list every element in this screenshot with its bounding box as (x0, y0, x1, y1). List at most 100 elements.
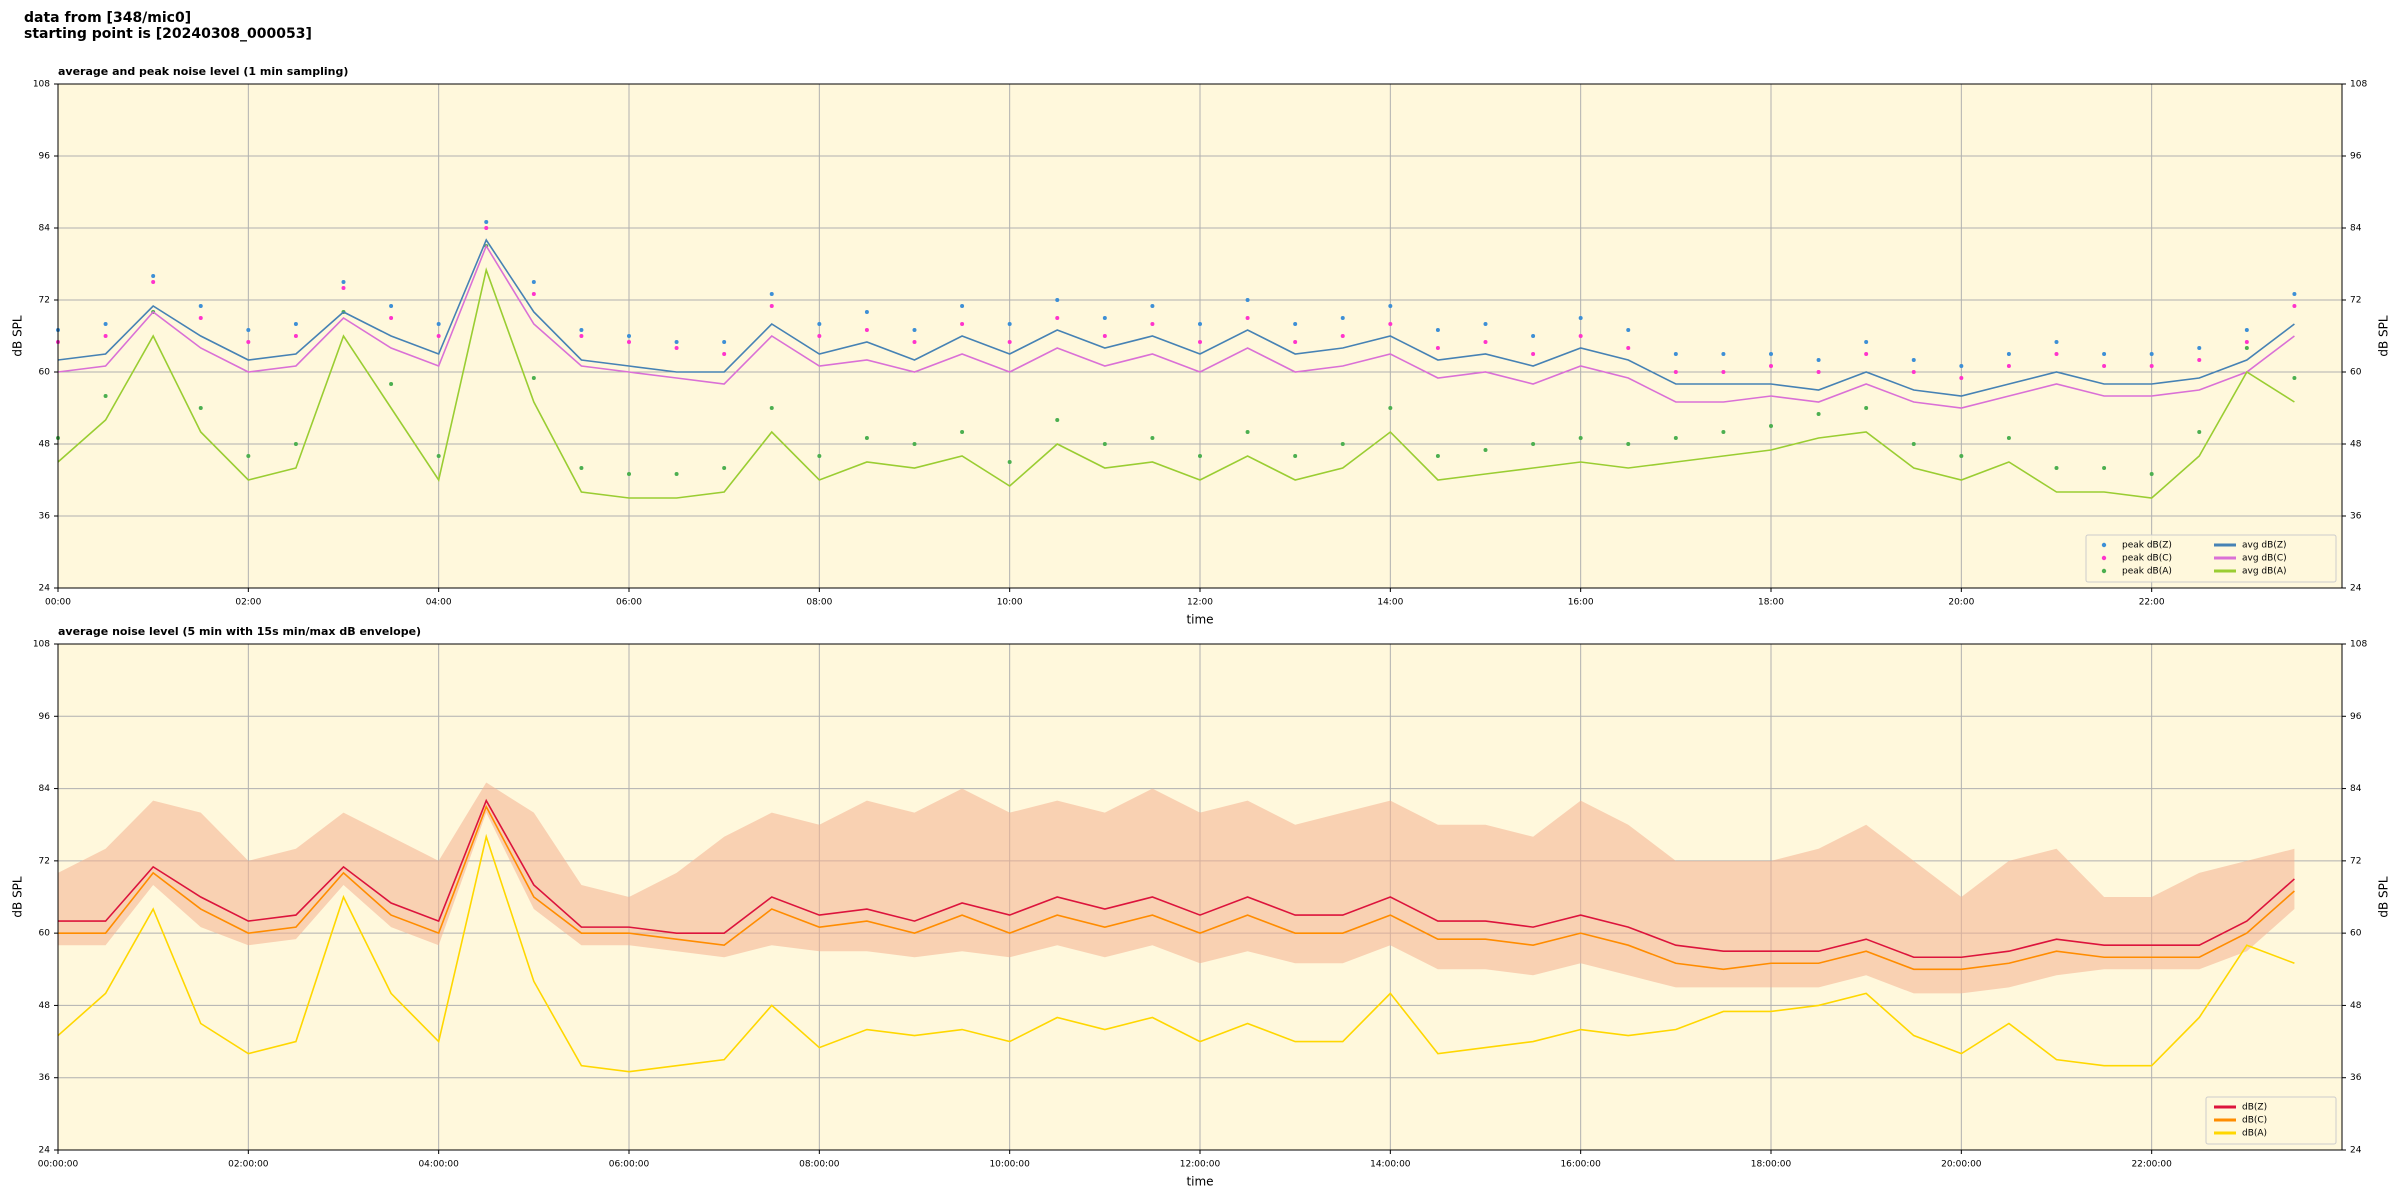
plot-frame (57, 83, 2343, 589)
y-tick-label-right: 96 (2350, 152, 2362, 162)
y-tick-label-right: 36 (2350, 1073, 2362, 1083)
peak-point (2006, 352, 2011, 356)
peak-point (1721, 370, 1726, 374)
peak-point (2197, 358, 2202, 362)
plot-clip (57, 782, 2295, 1073)
y-tick-label: 60 (39, 929, 51, 939)
y-tick-label: 108 (33, 80, 50, 90)
peak-point (2006, 436, 2011, 440)
peak-point (1864, 340, 1869, 344)
peak-point (769, 292, 774, 296)
peak-point (2102, 364, 2107, 368)
peak-point (2244, 328, 2249, 332)
x-axis-label: time (1186, 613, 1213, 627)
peak-point (912, 442, 917, 446)
x-tick-label: 22:00:00 (2131, 1160, 2172, 1170)
peak-point (2244, 346, 2249, 350)
y-tick-label: 72 (39, 856, 50, 866)
series-line (58, 798, 2295, 959)
peak-point (1864, 352, 1869, 356)
peak-point (198, 304, 203, 308)
peak-point (1578, 334, 1583, 338)
peak-point (1673, 352, 1678, 356)
x-tick-label: 04:00 (426, 598, 452, 608)
peak-point (817, 334, 822, 338)
peak-point (912, 328, 917, 332)
peak-point (1578, 436, 1583, 440)
y-tick-label-right: 84 (2350, 784, 2362, 794)
peak-point (1721, 430, 1726, 434)
x-tick-label: 02:00 (235, 598, 261, 608)
peak-point (436, 334, 441, 338)
peak-point (1626, 328, 1631, 332)
peak-point (1388, 304, 1393, 308)
x-axis-label: time (1186, 1175, 1213, 1189)
peak-point (817, 322, 822, 326)
peak-point (674, 346, 679, 350)
peak-point (531, 292, 536, 296)
peak-point (1626, 442, 1631, 446)
peak-point (1102, 334, 1107, 338)
x-tick-label: 14:00 (1377, 598, 1403, 608)
peak-point (864, 328, 869, 332)
peak-point (484, 220, 489, 224)
peak-point (1864, 406, 1869, 410)
peak-point (1293, 454, 1298, 458)
x-tick-label: 18:00 (1758, 598, 1784, 608)
peak-point (817, 454, 822, 458)
legend-label: dB(Z) (2242, 1103, 2267, 1113)
peak-point (722, 352, 727, 356)
series-line (57, 238, 2295, 397)
peak-point (531, 376, 536, 380)
plot-clip (56, 220, 2297, 499)
peak-point (1435, 454, 1440, 458)
plot-frame (57, 643, 2343, 1151)
peak-point (1626, 346, 1631, 350)
peak-point (2197, 430, 2202, 434)
peak-point (1911, 442, 1916, 446)
peak-point (1293, 340, 1298, 344)
peak-point (2102, 352, 2107, 356)
chart-title: average and peak noise level (1 min samp… (58, 65, 348, 78)
legend-label: dB(A) (2242, 1129, 2267, 1139)
peak-point (579, 466, 584, 470)
peak-point (769, 406, 774, 410)
peak-point (1816, 412, 1821, 416)
peak-point (293, 442, 298, 446)
x-tick-label: 18:00:00 (1751, 1160, 1792, 1170)
x-tick-label: 12:00 (1187, 598, 1213, 608)
peak-point (1245, 316, 1250, 320)
peak-point (531, 280, 536, 284)
peak-point (674, 340, 679, 344)
peak-point (579, 328, 584, 332)
y-tick-label-right: 24 (2350, 1146, 2362, 1156)
peak-point (960, 304, 965, 308)
series-line (57, 267, 2295, 499)
peak-point (1245, 298, 1250, 302)
y-tick-label-right: 48 (2350, 440, 2362, 450)
y-tick-label: 84 (39, 224, 51, 234)
peak-point (103, 322, 108, 326)
peak-point (389, 382, 394, 386)
y-tick-label-right: 72 (2350, 856, 2361, 866)
peak-point (2054, 352, 2059, 356)
peak-point (341, 280, 346, 284)
y-tick-label-right: 108 (2350, 80, 2367, 90)
peak-point (1721, 352, 1726, 356)
peak-point (246, 340, 251, 344)
peak-point (2197, 346, 2202, 350)
envelope (58, 782, 2295, 994)
legend-box (2085, 534, 2337, 583)
peak-point (1578, 316, 1583, 320)
peak-point (436, 322, 441, 326)
x-tick-label: 20:00 (1948, 598, 1974, 608)
peak-point (960, 322, 965, 326)
peak-point (960, 430, 965, 434)
peak-point (769, 304, 774, 308)
peak-point (627, 472, 631, 476)
peak-point (1150, 304, 1155, 308)
peak-point (1055, 298, 1060, 302)
y-tick-label: 36 (39, 512, 51, 522)
y-axis-label: dB SPL (11, 315, 25, 357)
